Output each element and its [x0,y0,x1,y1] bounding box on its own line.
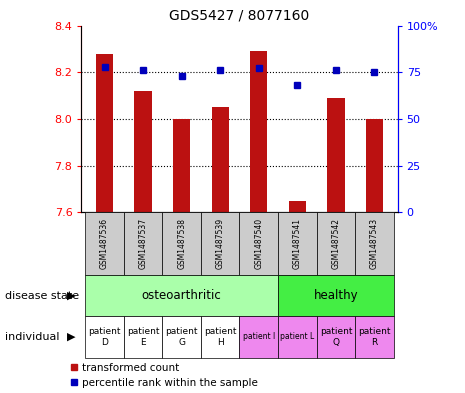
Bar [201,212,239,275]
Text: ▶: ▶ [67,332,75,342]
Text: GSM1487543: GSM1487543 [370,218,379,269]
Legend: transformed count, percentile rank within the sample: transformed count, percentile rank withi… [70,363,258,388]
Bar [327,98,345,212]
Text: patient
D: patient D [88,327,121,347]
Bar [239,212,278,275]
Text: GSM1487537: GSM1487537 [139,218,147,269]
Bar [212,107,229,212]
Title: GDS5427 / 8077160: GDS5427 / 8077160 [169,9,310,23]
Bar [162,212,201,275]
Bar [317,212,355,275]
Text: GSM1487539: GSM1487539 [216,218,225,269]
Bar [85,316,124,358]
Text: osteoarthritic: osteoarthritic [142,289,221,302]
Bar [134,91,152,212]
Text: patient
H: patient H [204,327,236,347]
Text: patient I: patient I [243,332,275,342]
Text: healthy: healthy [313,289,358,302]
Text: GSM1487541: GSM1487541 [293,218,302,269]
Bar [366,119,383,212]
Bar [278,316,317,358]
Bar [278,275,394,316]
Bar [278,212,317,275]
Text: GSM1487538: GSM1487538 [177,218,186,269]
Text: patient
Q: patient Q [319,327,352,347]
Bar [201,316,239,358]
Bar [96,53,113,212]
Bar [162,316,201,358]
Text: patient
G: patient G [166,327,198,347]
Text: patient
R: patient R [358,327,391,347]
Bar [173,119,190,212]
Bar [250,51,267,212]
Text: disease state: disease state [5,291,79,301]
Bar [124,212,162,275]
Text: patient
E: patient E [127,327,159,347]
Bar [289,200,306,212]
Bar [85,212,124,275]
Text: patient L: patient L [280,332,314,342]
Text: individual: individual [5,332,59,342]
Text: GSM1487540: GSM1487540 [254,218,263,269]
Text: GSM1487542: GSM1487542 [332,218,340,269]
Bar [239,316,278,358]
Bar [355,316,394,358]
Bar [124,316,162,358]
Bar [317,316,355,358]
Text: GSM1487536: GSM1487536 [100,218,109,269]
Bar [355,212,394,275]
Bar [85,275,278,316]
Text: ▶: ▶ [67,291,75,301]
